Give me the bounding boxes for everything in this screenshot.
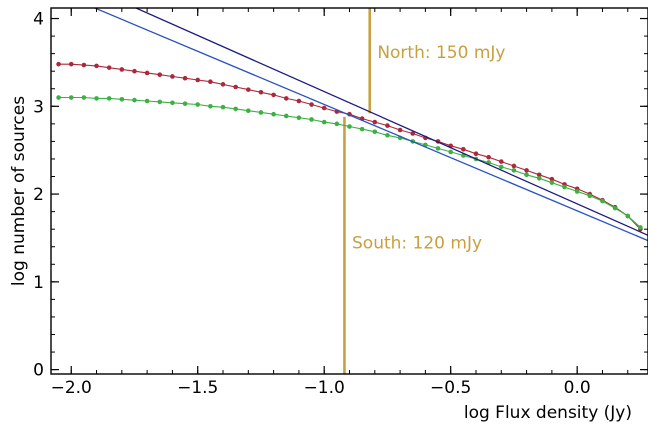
series-1-point	[461, 147, 466, 152]
series-1-point	[473, 151, 479, 156]
series-1-line	[58, 63, 641, 230]
series-1-point	[144, 70, 150, 76]
x-tick-label: −1.5	[177, 378, 218, 398]
series-1-point	[220, 82, 226, 87]
series-1-point	[524, 168, 529, 173]
series-2-point	[511, 168, 517, 173]
series-2-point	[321, 119, 327, 125]
x-tick-label: −2.0	[51, 378, 92, 398]
series-1-point	[246, 87, 251, 92]
series-2-point	[600, 198, 605, 204]
series-2-point	[195, 102, 201, 107]
series-2-point	[56, 95, 61, 100]
series-1-point	[119, 67, 125, 72]
series-1-point	[536, 172, 542, 178]
series-2-point	[246, 108, 251, 113]
series-1-point	[81, 62, 87, 68]
series-2-point	[182, 101, 188, 106]
series-2-point	[372, 129, 378, 135]
series-2-point	[536, 175, 542, 181]
series-2-point	[587, 193, 593, 199]
series-2-point	[574, 189, 580, 194]
series-2-point	[435, 146, 441, 151]
series-1-point	[283, 96, 289, 101]
series-1-point	[157, 72, 163, 78]
series-2-point	[638, 225, 643, 230]
series-1-point	[309, 102, 314, 107]
series-1-point	[195, 77, 201, 83]
series-2-point	[283, 113, 289, 119]
series-2-line	[58, 96, 641, 228]
series-2-point	[524, 172, 529, 178]
series-2-point	[81, 95, 87, 100]
series-2-point	[132, 97, 137, 103]
series-1-point	[511, 163, 517, 169]
series-1-point	[549, 176, 555, 182]
series-1-point	[372, 119, 378, 125]
x-tick-label: 0.0	[564, 378, 591, 398]
series-2-point	[625, 213, 631, 219]
series-1-point	[56, 61, 61, 67]
series-3-line	[134, 8, 648, 236]
series-2-point	[119, 96, 125, 102]
series-2-point	[296, 115, 302, 121]
series-2-point	[220, 104, 226, 110]
y-tick-label: 3	[33, 97, 44, 117]
plot-frame	[50, 7, 648, 375]
y-tick-label: 4	[33, 10, 44, 30]
y-tick-label: 2	[33, 185, 44, 205]
y-axis-label: log number of sources	[9, 96, 29, 286]
threshold-label-2: South: 120 mJy	[352, 233, 482, 253]
series-2-point	[309, 117, 314, 122]
series-1-point	[397, 127, 403, 133]
series-2-point	[448, 149, 453, 155]
series-2-point	[612, 205, 618, 211]
series-2-point	[498, 164, 504, 170]
series-1-point	[94, 63, 99, 69]
x-tick-label: −0.5	[430, 378, 471, 398]
series-1-point	[68, 61, 74, 67]
series-2-point	[347, 124, 352, 129]
series-1-point	[208, 79, 213, 85]
x-axis-label: log Flux density (Jy)	[464, 403, 632, 423]
series-1-point	[498, 159, 504, 164]
series-2-point	[144, 98, 150, 104]
y-tick-label: 0	[33, 361, 44, 381]
series-2-point	[157, 99, 163, 105]
series-2-point	[170, 100, 175, 106]
series-1-point	[296, 98, 302, 104]
x-tick-label: −1.0	[304, 378, 345, 398]
series-4-line	[93, 8, 648, 242]
series-1-point	[170, 74, 175, 79]
series-1-point	[182, 75, 188, 81]
series-1-point	[410, 131, 416, 136]
annotations: North: 150 mJy South: 120 mJy	[352, 43, 505, 253]
series-1-point	[233, 84, 238, 90]
series-1-point	[258, 89, 264, 95]
series-2-point	[334, 121, 340, 127]
series-2-point	[233, 106, 238, 112]
series-2-point	[385, 132, 390, 138]
axis-ticks: −2.0 −1.5 −1.0 −0.5 0.0 0 1 2 3 4	[33, 8, 648, 398]
series-2-point	[549, 180, 555, 185]
series-2-point	[359, 126, 365, 132]
plot-area	[56, 8, 648, 374]
series-1-point	[486, 154, 491, 160]
series-1-point	[271, 92, 276, 98]
threshold-label-1: North: 150 mJy	[377, 43, 505, 63]
series-2-point	[562, 184, 567, 190]
y-tick-label: 1	[33, 273, 44, 293]
series-1-point	[106, 65, 112, 70]
series-1-point	[321, 105, 327, 111]
series-2-point	[68, 95, 74, 100]
series-1-point	[385, 123, 390, 128]
series-2-point	[271, 111, 276, 117]
series-2-point	[208, 104, 213, 109]
series-2-point	[94, 96, 99, 101]
series-1-point	[132, 68, 137, 74]
series-2-point	[258, 110, 264, 115]
series-2-point	[106, 96, 112, 101]
